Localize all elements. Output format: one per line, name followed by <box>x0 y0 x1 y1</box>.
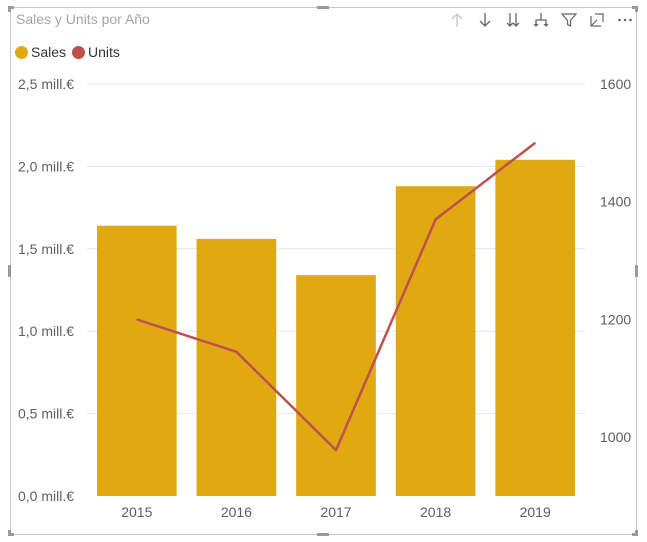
point-units-2019 <box>534 142 536 144</box>
resize-handle-bottom-left-v[interactable] <box>8 530 11 536</box>
y-left-tick-label: 1,5 mill.€ <box>18 241 74 257</box>
double-arrow-down-icon[interactable] <box>504 10 521 30</box>
x-tick-label: 2016 <box>221 504 252 520</box>
point-units-2018 <box>435 218 437 220</box>
legend-marker-units <box>72 45 86 59</box>
visual-header-toolbar <box>448 10 633 30</box>
resize-handle-top[interactable] <box>317 6 329 9</box>
filter-icon[interactable] <box>560 10 577 30</box>
arrow-down-icon[interactable] <box>476 10 493 30</box>
y-right-tick-label: 1400 <box>600 194 631 210</box>
resize-handle-top-left-v[interactable] <box>8 6 11 12</box>
y-right-tick-label: 1000 <box>600 429 631 445</box>
legend-item-units[interactable]: Units <box>72 44 120 60</box>
resize-handle-bottom-right-v[interactable] <box>635 530 638 536</box>
x-tick-label: 2019 <box>520 504 551 520</box>
bar-sales-2016 <box>196 238 277 497</box>
more-options-icon[interactable] <box>616 10 633 30</box>
legend-label-sales: Sales <box>31 44 67 60</box>
chart-legend: Sales Units <box>15 44 126 60</box>
point-units-2017 <box>335 449 337 451</box>
x-tick-label: 2017 <box>320 504 351 520</box>
x-tick-label: 2018 <box>420 504 451 520</box>
chart-title: Sales y Units por Año <box>16 11 150 27</box>
resize-handle-top-left[interactable] <box>8 6 14 9</box>
y-left-tick-label: 0,0 mill.€ <box>18 488 74 504</box>
point-units-2016 <box>235 351 237 353</box>
legend-item-sales[interactable]: Sales <box>15 44 66 60</box>
y-left-tick-label: 1,0 mill.€ <box>18 323 74 339</box>
y-left-tick-label: 2,5 mill.€ <box>18 76 74 92</box>
resize-handle-right[interactable] <box>635 265 638 277</box>
bar-sales-2015 <box>96 225 177 496</box>
y-right-tick-label: 1200 <box>600 311 631 327</box>
resize-handle-top-right-v[interactable] <box>635 6 638 12</box>
bar-sales-2019 <box>495 159 576 497</box>
point-units-2015 <box>136 318 138 320</box>
arrow-up-icon[interactable] <box>448 10 465 30</box>
resize-handle-left[interactable] <box>8 265 11 277</box>
legend-marker-sales <box>15 45 28 59</box>
focus-mode-icon[interactable] <box>588 10 605 30</box>
resize-handle-bottom-left[interactable] <box>8 533 14 536</box>
bar-sales-2018 <box>395 186 476 496</box>
legend-label-units: Units <box>88 44 120 60</box>
resize-handle-bottom[interactable] <box>317 533 329 536</box>
y-right-tick-label: 1600 <box>600 76 631 92</box>
y-left-tick-label: 0,5 mill.€ <box>18 406 74 422</box>
y-left-tick-label: 2,0 mill.€ <box>18 158 74 174</box>
x-tick-label: 2015 <box>121 504 152 520</box>
expand-hierarchy-icon[interactable] <box>532 10 549 30</box>
